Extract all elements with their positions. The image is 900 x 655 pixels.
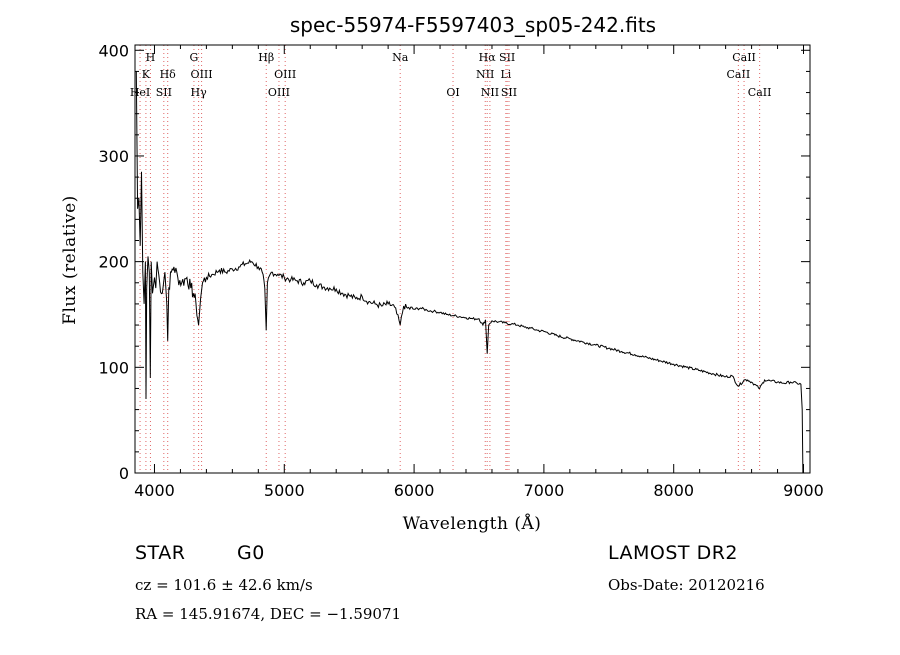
object-subclass: G0 <box>237 542 265 564</box>
line-marker-label: OIII <box>274 68 296 81</box>
line-marker-label: SII <box>499 51 515 64</box>
x-axis-label: Wavelength (Å) <box>403 513 542 534</box>
line-marker-label: CaII <box>727 68 751 81</box>
line-marker-label: SII <box>501 86 517 99</box>
chart-title: spec-55974-F5597403_sp05-242.fits <box>290 13 656 37</box>
spectrum-series-line <box>135 71 804 474</box>
line-marker-label: SII <box>156 86 172 99</box>
line-marker-label: H <box>146 51 156 64</box>
y-tick-label: 200 <box>98 253 129 272</box>
observation-date: Obs-Date: 20120216 <box>608 576 765 594</box>
line-marker-label: CaII <box>732 51 756 64</box>
line-marker-label: Hδ <box>160 68 177 81</box>
x-tick-label: 6000 <box>394 481 435 500</box>
line-marker-label: NII <box>476 68 494 81</box>
object-class: STAR <box>135 542 185 564</box>
survey-name: LAMOST DR2 <box>608 542 738 564</box>
line-marker-label: HeI <box>130 86 150 99</box>
line-marker-label: OIII <box>191 68 213 81</box>
line-marker-label: Hα <box>479 51 497 64</box>
line-marker-label: NII <box>481 86 499 99</box>
x-tick-label: 9000 <box>783 481 824 500</box>
line-marker-layer: HeIKHSIIHδGHγOIIIHβOIIIOIIINaOINIIHαNIIL… <box>130 45 772 473</box>
line-marker-label: OI <box>446 86 459 99</box>
axis-ticks: 4000 5000 6000 7000 8000 9000 0 100 200 300 400 <box>98 41 823 500</box>
x-tick-label: 4000 <box>134 481 175 500</box>
redshift-velocity: cz = 101.6 ± 42.6 km/s <box>135 576 313 594</box>
x-tick-label: 7000 <box>524 481 565 500</box>
line-marker-label: Hγ <box>191 86 208 99</box>
y-tick-label: 0 <box>119 464 129 483</box>
line-marker-label: Hβ <box>258 51 274 64</box>
line-marker-label: OIII <box>268 86 290 99</box>
plot-frame <box>134 44 811 474</box>
line-marker-label: G <box>190 51 199 64</box>
y-tick-label: 100 <box>98 358 129 377</box>
y-axis-label: Flux (relative) <box>60 195 80 325</box>
y-tick-label: 300 <box>98 147 129 166</box>
x-tick-label: 8000 <box>653 481 694 500</box>
x-tick-label: 5000 <box>264 481 305 500</box>
line-marker-label: CaII <box>748 86 772 99</box>
line-marker-label: Na <box>392 51 409 64</box>
y-tick-label: 400 <box>98 41 129 60</box>
line-marker-label: Li <box>500 68 511 81</box>
coordinates: RA = 145.91674, DEC = −1.59071 <box>135 605 401 623</box>
line-marker-label: K <box>142 68 151 81</box>
